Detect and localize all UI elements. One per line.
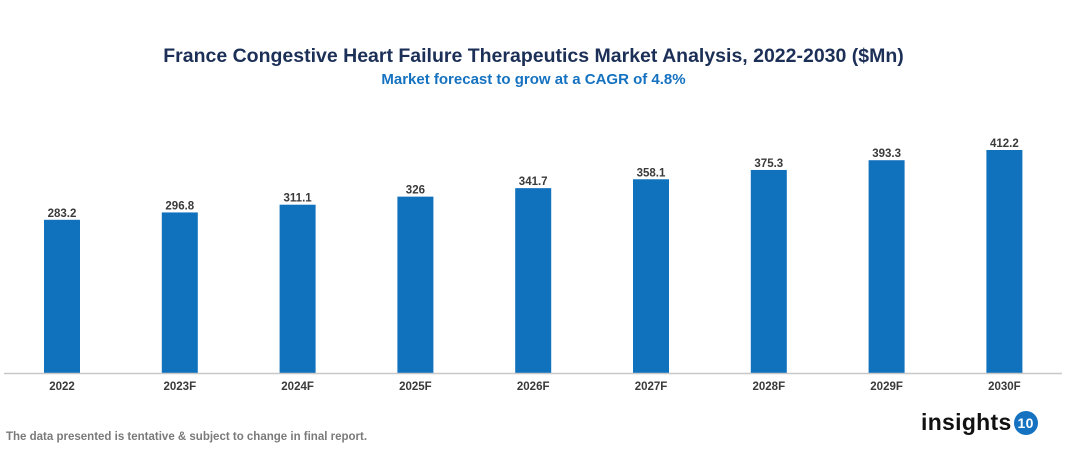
logo-badge: 10 (1013, 410, 1038, 435)
logo-text: insights (921, 409, 1012, 435)
data-label: 311.1 (284, 193, 313, 205)
x-tick-label: 2024F (281, 381, 314, 393)
bar-2025F (397, 196, 434, 373)
disclaimer-note: The data presented is tentative & subjec… (6, 431, 368, 443)
bar-2028F (750, 169, 787, 373)
data-label: 283.2 (48, 208, 77, 220)
insights10-logo: insights 10 (921, 409, 1038, 436)
data-label: 412.2 (990, 138, 1019, 150)
x-tick-label: 2022 (49, 381, 75, 393)
x-tick-label: 2029F (870, 381, 903, 393)
data-label: 358.1 (637, 167, 666, 179)
data-label: 393.3 (872, 148, 901, 160)
x-tick-label: 2023F (163, 381, 196, 393)
bar-2026F (515, 188, 552, 373)
x-tick-label: 2028F (752, 381, 785, 393)
data-label: 375.3 (754, 158, 783, 170)
data-label: 326 (406, 185, 425, 197)
bar-2027F (633, 179, 669, 373)
chart-subtitle: Market forecast to grow at a CAGR of 4.8… (381, 71, 686, 88)
data-label: 296.8 (165, 200, 194, 212)
data-label: 341.7 (519, 176, 548, 188)
x-tick-label: 2025F (399, 381, 432, 393)
bar-2029F (868, 160, 905, 373)
x-tick-label: 2027F (635, 381, 668, 393)
x-tick-label: 2026F (517, 381, 550, 393)
chart-title: France Congestive Heart Failure Therapeu… (163, 45, 904, 67)
bar-2030F (986, 150, 1023, 373)
x-tick-label: 2030F (988, 381, 1021, 393)
bar-2024F (279, 204, 316, 373)
bar-2023F (161, 212, 198, 373)
bar-2022 (44, 219, 80, 373)
